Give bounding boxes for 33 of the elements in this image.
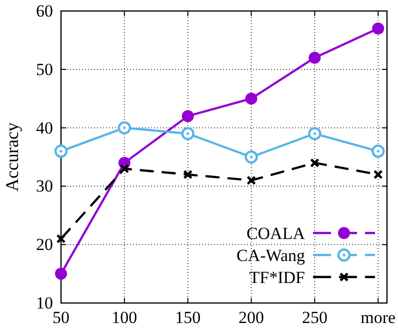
x-tick-label: 150	[175, 308, 201, 328]
point	[308, 52, 321, 64]
x-tick-label: 200	[238, 308, 264, 328]
point	[245, 92, 258, 105]
x-tick-label: 100	[112, 308, 138, 328]
point	[54, 144, 68, 158]
y-tick-label: 30	[36, 176, 53, 196]
legend-label: CA-Wang	[236, 246, 306, 265]
point	[372, 144, 385, 158]
y-tick-label: 20	[36, 235, 53, 254]
x-tick-label: 250	[302, 308, 328, 328]
point	[120, 164, 130, 174]
point	[182, 110, 194, 122]
legend-label: COALA	[246, 224, 306, 243]
y-tick-label: 60	[36, 1, 53, 20]
point	[308, 127, 322, 140]
point	[55, 268, 67, 280]
y-tick-label: 50	[36, 60, 53, 79]
point	[372, 22, 384, 35]
legend-label: TF*IDF	[249, 268, 305, 287]
point	[310, 158, 320, 168]
point	[244, 150, 258, 164]
x-tick-label: more	[360, 308, 396, 328]
point	[246, 176, 256, 186]
y-axis-title: Accuracy	[2, 122, 22, 192]
x-tick-label: 50	[52, 308, 70, 328]
y-tick-label: 10	[36, 293, 53, 312]
point	[181, 127, 194, 140]
point	[183, 170, 193, 180]
point	[118, 121, 132, 134]
point	[373, 170, 383, 180]
point	[56, 234, 66, 244]
y-tick-label: 40	[36, 118, 53, 138]
